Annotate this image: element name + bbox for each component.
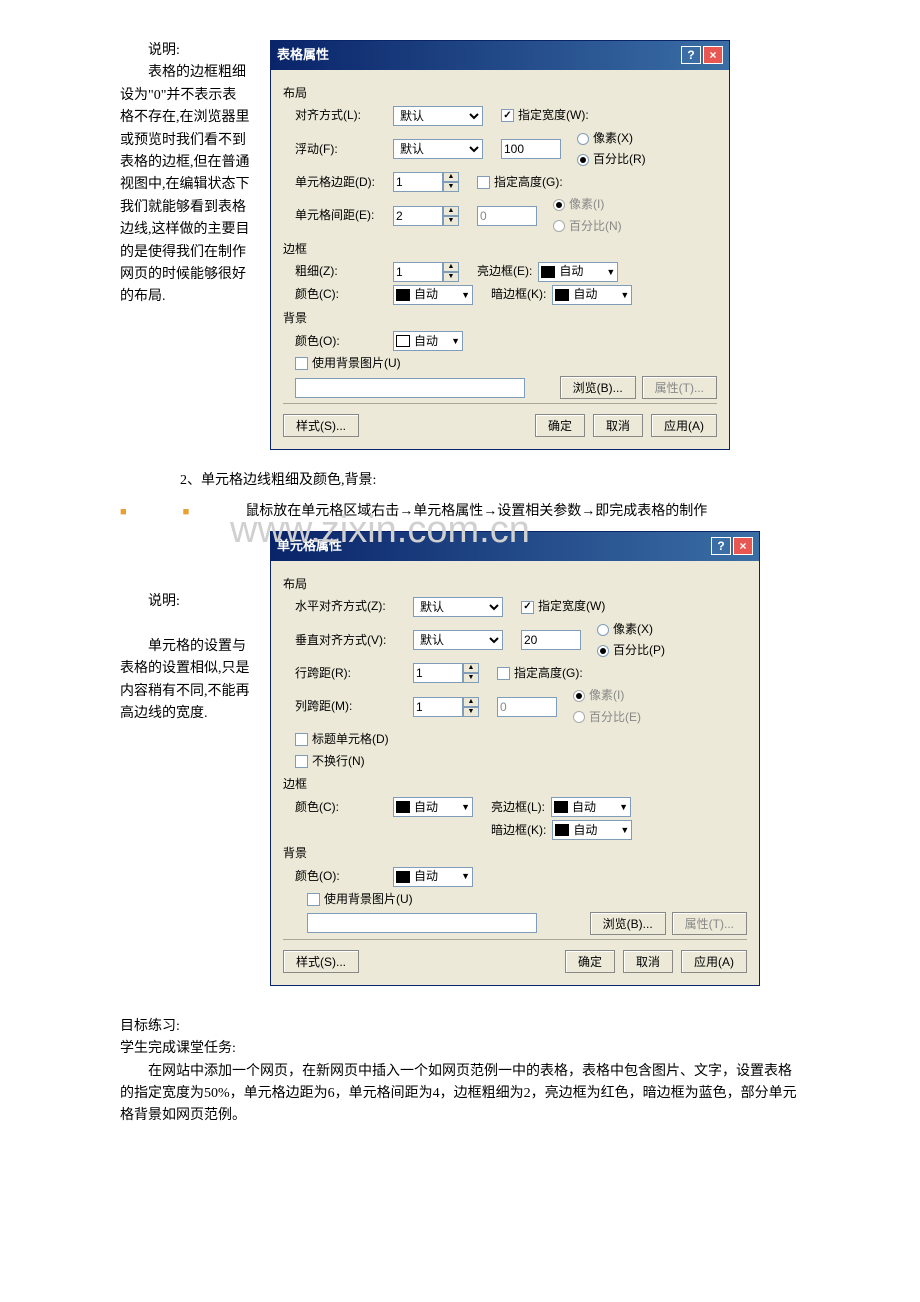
light-label: 亮边框(E):: [477, 262, 532, 281]
bordercolor-label2: 颜色(C):: [283, 798, 393, 817]
cancel-button2[interactable]: 取消: [623, 950, 673, 973]
dark-color2[interactable]: 自动▼: [552, 820, 632, 840]
align-select[interactable]: 默认: [393, 106, 483, 126]
cell-properties-dialog: 单元格属性 ? × 布局 水平对齐方式(Z): 默认 ✓指定宽度(W) 垂直对齐…: [270, 531, 760, 986]
usebg-checkbox2[interactable]: 使用背景图片(U): [283, 890, 413, 909]
light-color[interactable]: 自动▼: [538, 262, 618, 282]
props-button: 属性(T)...: [642, 376, 717, 399]
height-px-radio: 像素(I): [553, 195, 622, 214]
width-input[interactable]: [501, 139, 561, 159]
halign-label: 水平对齐方式(Z):: [283, 597, 413, 616]
float-select[interactable]: 默认: [393, 139, 483, 159]
group-border2: 边框: [283, 775, 747, 794]
group-bg2: 背景: [283, 844, 747, 863]
group-layout2: 布局: [283, 575, 747, 594]
bg-path-input[interactable]: [295, 378, 525, 398]
section2-title: 2、单元格边线粗细及颜色,背景:: [120, 470, 800, 492]
browse-button[interactable]: 浏览(B)...: [560, 376, 636, 399]
bullet-icon: ■: [183, 506, 190, 518]
float-label: 浮动(F):: [283, 140, 393, 159]
ok-button2[interactable]: 确定: [565, 950, 615, 973]
dialog1-title: 表格属性: [277, 45, 329, 66]
light-color2[interactable]: 自动▼: [551, 797, 631, 817]
group-layout: 布局: [283, 84, 717, 103]
dark-color[interactable]: 自动▼: [552, 285, 632, 305]
width-pct-radio2[interactable]: 百分比(P): [597, 641, 665, 660]
cellspacing-label: 单元格间距(E):: [283, 206, 393, 225]
titlebar: 表格属性 ? ×: [271, 41, 729, 70]
border-color[interactable]: 自动▼: [393, 285, 473, 305]
group-border: 边框: [283, 240, 717, 259]
width-px-radio[interactable]: 像素(X): [577, 129, 646, 148]
close-button[interactable]: ×: [733, 537, 753, 555]
width-px-radio2[interactable]: 像素(X): [597, 620, 665, 639]
height-input: [477, 206, 537, 226]
align-label: 对齐方式(L):: [283, 106, 393, 125]
border-color2[interactable]: 自动▼: [393, 797, 473, 817]
rowspan-input[interactable]: [413, 663, 463, 683]
nowrap-checkbox[interactable]: 不换行(N): [283, 752, 365, 771]
explain2-label: 说明:: [120, 591, 250, 613]
apply-button[interactable]: 应用(A): [651, 414, 717, 437]
height-px-radio2: 像素(I): [573, 686, 641, 705]
spec-height-checkbox[interactable]: 指定高度(G):: [477, 173, 563, 192]
valign-label: 垂直对齐方式(V):: [283, 631, 413, 650]
cellspacing-input[interactable]: [393, 206, 443, 226]
bg-color[interactable]: 自动▼: [393, 331, 463, 351]
colspan-label: 列跨距(M):: [283, 697, 413, 716]
header-checkbox[interactable]: 标题单元格(D): [283, 730, 389, 749]
help-button[interactable]: ?: [711, 537, 731, 555]
cancel-button[interactable]: 取消: [593, 414, 643, 437]
bgcolor-label: 颜色(O):: [283, 332, 393, 351]
titlebar2: 单元格属性 ? ×: [271, 532, 759, 561]
bg-color2[interactable]: 自动▼: [393, 867, 473, 887]
light-label2: 亮边框(L):: [491, 798, 545, 817]
browse-button2[interactable]: 浏览(B)...: [590, 912, 666, 935]
valign-select[interactable]: 默认: [413, 630, 503, 650]
explain1: 说明: 表格的边框粗细设为"0"并不表示表格不存在,在浏览器里或预览时我们看不到…: [120, 40, 250, 450]
style-button[interactable]: 样式(S)...: [283, 414, 359, 437]
spec-width-checkbox2[interactable]: ✓指定宽度(W): [521, 597, 605, 616]
dark-label: 暗边框(K):: [491, 285, 546, 304]
group-bg: 背景: [283, 309, 717, 328]
dialog2-title: 单元格属性: [277, 536, 342, 557]
cellpadding-label: 单元格边距(D):: [283, 173, 393, 192]
bg-path-input2[interactable]: [307, 913, 537, 933]
help-button[interactable]: ?: [681, 46, 701, 64]
apply-button2[interactable]: 应用(A): [681, 950, 747, 973]
bullet-icon: ■: [120, 506, 127, 518]
spec-width-checkbox[interactable]: ✓指定宽度(W):: [501, 106, 589, 125]
height-pct-radio: 百分比(N): [553, 217, 622, 236]
width-input2[interactable]: [521, 630, 581, 650]
table-properties-dialog: 表格属性 ? × 布局 对齐方式(L): 默认 ✓指定宽度(W): 浮动(F):…: [270, 40, 730, 450]
cellpadding-input[interactable]: [393, 172, 443, 192]
close-button[interactable]: ×: [703, 46, 723, 64]
borderwidth-label: 粗细(Z):: [283, 262, 393, 281]
dark-label2: 暗边框(K):: [491, 821, 546, 840]
practice-body: 在网站中添加一个网页，在新网页中插入一个如网页范例一中的表格，表格中包含图片、文…: [120, 1061, 800, 1128]
height-pct-radio2: 百分比(E): [573, 708, 641, 727]
practice-sub: 学生完成课堂任务:: [120, 1038, 800, 1060]
usebg-checkbox[interactable]: 使用背景图片(U): [283, 354, 401, 373]
bgcolor-label2: 颜色(O):: [283, 867, 393, 886]
spec-height-checkbox2[interactable]: 指定高度(G):: [497, 664, 583, 683]
section2-body: ■ ■ 鼠标放在单元格区域右击→单元格属性→设置相关参数→即完成表格的制作: [120, 501, 800, 523]
borderwidth-input[interactable]: [393, 262, 443, 282]
rowspan-label: 行跨距(R):: [283, 664, 413, 683]
ok-button[interactable]: 确定: [535, 414, 585, 437]
practice-title: 目标练习:: [120, 1016, 800, 1038]
style-button2[interactable]: 样式(S)...: [283, 950, 359, 973]
explain1-label: 说明:: [120, 40, 250, 62]
halign-select[interactable]: 默认: [413, 597, 503, 617]
width-pct-radio[interactable]: 百分比(R): [577, 150, 646, 169]
colspan-input[interactable]: [413, 697, 463, 717]
height-input2: [497, 697, 557, 717]
bordercolor-label: 颜色(C):: [283, 285, 393, 304]
explain2: 说明: 单元格的设置与表格的设置相似,只是内容稍有不同,不能再高边线的宽度.: [120, 531, 250, 986]
explain2-body: 单元格的设置与表格的设置相似,只是内容稍有不同,不能再高边线的宽度.: [120, 636, 250, 726]
props-button2: 属性(T)...: [672, 912, 747, 935]
practice: 目标练习: 学生完成课堂任务: 在网站中添加一个网页，在新网页中插入一个如网页范…: [120, 1016, 800, 1128]
explain1-body: 表格的边框粗细设为"0"并不表示表格不存在,在浏览器里或预览时我们看不到表格的边…: [120, 62, 250, 308]
